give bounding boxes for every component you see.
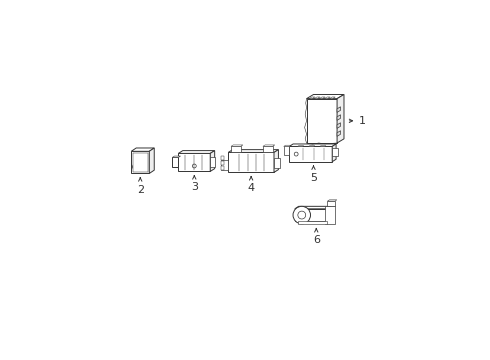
Polygon shape xyxy=(307,99,337,143)
Polygon shape xyxy=(319,97,325,99)
Polygon shape xyxy=(337,115,341,120)
Polygon shape xyxy=(332,148,338,156)
Text: 6: 6 xyxy=(313,235,320,246)
Circle shape xyxy=(293,206,311,224)
Polygon shape xyxy=(210,150,215,171)
Polygon shape xyxy=(329,97,335,99)
Polygon shape xyxy=(309,146,315,147)
Polygon shape xyxy=(337,123,341,129)
Polygon shape xyxy=(228,152,274,172)
Polygon shape xyxy=(337,131,341,136)
Polygon shape xyxy=(210,157,215,167)
Polygon shape xyxy=(172,156,181,157)
Polygon shape xyxy=(149,148,154,174)
Polygon shape xyxy=(297,146,304,147)
Polygon shape xyxy=(324,97,330,99)
Polygon shape xyxy=(284,145,291,147)
Polygon shape xyxy=(314,97,320,99)
Text: 4: 4 xyxy=(247,184,255,193)
Polygon shape xyxy=(332,144,336,162)
Polygon shape xyxy=(133,153,148,172)
Polygon shape xyxy=(221,161,224,165)
Circle shape xyxy=(294,152,298,156)
Polygon shape xyxy=(337,107,341,112)
Circle shape xyxy=(133,163,140,170)
Polygon shape xyxy=(131,151,149,174)
Polygon shape xyxy=(295,209,327,221)
Polygon shape xyxy=(221,156,224,159)
Polygon shape xyxy=(231,145,243,146)
Polygon shape xyxy=(327,206,331,221)
Polygon shape xyxy=(172,157,178,167)
Text: 5: 5 xyxy=(310,173,317,183)
Polygon shape xyxy=(221,166,224,170)
Polygon shape xyxy=(289,147,332,162)
Text: 1: 1 xyxy=(358,116,366,126)
Polygon shape xyxy=(327,200,337,201)
Polygon shape xyxy=(263,145,275,146)
Polygon shape xyxy=(295,206,331,209)
Polygon shape xyxy=(298,221,327,224)
Polygon shape xyxy=(178,150,215,153)
Circle shape xyxy=(193,164,196,168)
Circle shape xyxy=(298,211,306,219)
Polygon shape xyxy=(221,161,228,170)
Polygon shape xyxy=(337,94,344,143)
Polygon shape xyxy=(325,206,335,224)
Polygon shape xyxy=(307,94,344,99)
Polygon shape xyxy=(274,150,278,172)
Polygon shape xyxy=(327,201,335,206)
Polygon shape xyxy=(309,97,315,99)
Polygon shape xyxy=(231,146,241,152)
Text: 2: 2 xyxy=(137,185,144,194)
Polygon shape xyxy=(284,147,289,155)
Polygon shape xyxy=(228,150,278,152)
Polygon shape xyxy=(274,158,279,168)
Polygon shape xyxy=(320,146,326,147)
Polygon shape xyxy=(289,144,336,147)
Polygon shape xyxy=(131,148,154,151)
Polygon shape xyxy=(263,146,272,152)
Text: 3: 3 xyxy=(191,183,198,193)
Polygon shape xyxy=(178,153,210,171)
